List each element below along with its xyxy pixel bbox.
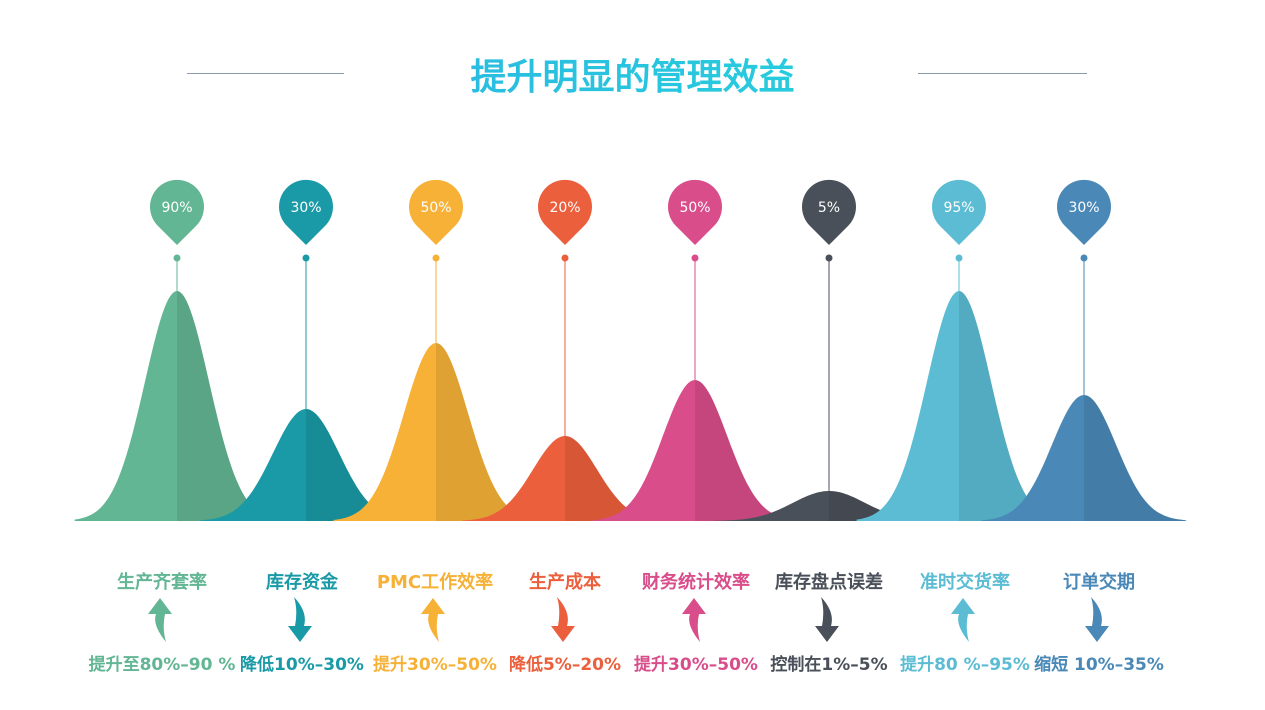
metric-change: 控制在1%–5% <box>770 655 888 675</box>
bell-curve <box>462 436 668 521</box>
curved-arrow-down-icon <box>815 597 839 642</box>
map-pin-badge <box>802 179 856 245</box>
bell-curve <box>333 343 539 521</box>
curved-arrow-down-icon <box>288 597 312 642</box>
curved-arrow-down-icon <box>1085 597 1109 642</box>
curve-group <box>856 291 1062 521</box>
map-pin-badge <box>409 179 463 245</box>
curve-group <box>333 343 539 521</box>
badge-value: 30% <box>1068 200 1099 216</box>
badge-value: 90% <box>161 200 192 216</box>
map-pin-badge <box>931 179 986 245</box>
bell-curve-shade <box>306 409 412 521</box>
map-pin-badge <box>1057 179 1111 245</box>
curved-arrow-down-icon <box>551 597 575 642</box>
badge-value: 50% <box>679 200 710 216</box>
bell-curve-shade <box>177 291 280 521</box>
curved-arrow-up-icon <box>421 598 445 642</box>
badge-value: 95% <box>943 200 974 216</box>
curved-arrow-up-icon <box>951 598 975 642</box>
leader-dot <box>825 254 833 262</box>
metric-name: PMC工作效率 <box>376 572 494 593</box>
map-pin-badge <box>538 179 592 245</box>
badge-value: 30% <box>290 200 321 216</box>
bell-curve <box>74 291 280 521</box>
leader-dot <box>432 254 440 262</box>
bell-curve-shade <box>959 291 1062 521</box>
badge-value: 20% <box>549 200 580 216</box>
bell-curve <box>592 380 798 521</box>
map-pin-badge <box>668 179 723 245</box>
bell-curve <box>856 291 1062 521</box>
bell-curve-shade <box>695 380 798 521</box>
bell-curve <box>981 395 1187 521</box>
metric-change: 缩短 10%–35% <box>1034 655 1164 675</box>
curve-group <box>74 291 280 521</box>
leader-dot <box>302 254 310 262</box>
badge-value: 5% <box>818 200 840 216</box>
metric-change: 提升80 %–95% <box>900 655 1030 675</box>
curve-group <box>592 380 798 521</box>
bell-curve-shade <box>565 436 668 521</box>
metric-name: 生产成本 <box>529 572 601 593</box>
curve-group <box>981 395 1187 521</box>
curve-group <box>462 436 668 521</box>
badge-value: 50% <box>420 200 451 216</box>
map-pin-badge <box>149 179 204 245</box>
leader-dot <box>955 254 963 262</box>
curve-group <box>200 409 412 521</box>
metric-name: 生产齐套率 <box>117 572 207 593</box>
bell-curve-shade <box>1084 395 1187 521</box>
title-rule-right <box>918 73 1087 74</box>
bell-curve <box>200 409 412 521</box>
map-pin-badge <box>279 179 333 245</box>
metric-name: 财务统计效率 <box>642 572 750 593</box>
metric-change: 提升30%–50% <box>634 655 758 675</box>
metric-change: 提升至80%–90 % <box>88 655 236 675</box>
bell-curve-shade <box>829 491 945 521</box>
metric-change: 降低10%–30% <box>240 655 364 675</box>
leader-dot <box>691 254 699 262</box>
leader-dot <box>561 254 569 262</box>
curved-arrow-up-icon <box>148 598 172 642</box>
leader-dot <box>1080 254 1088 262</box>
curved-arrow-up-icon <box>682 598 706 642</box>
leader-dot <box>173 254 181 262</box>
bell-curve-shade <box>436 343 539 521</box>
metric-name: 准时交货率 <box>920 572 1010 593</box>
metric-name: 库存资金 <box>266 572 338 593</box>
metric-change: 提升30%–50% <box>373 655 497 675</box>
metric-name: 库存盘点误差 <box>775 572 883 593</box>
metric-name: 订单交期 <box>1063 572 1135 593</box>
metric-change: 降低5%–20% <box>508 655 622 675</box>
title-rule-left <box>187 73 344 74</box>
